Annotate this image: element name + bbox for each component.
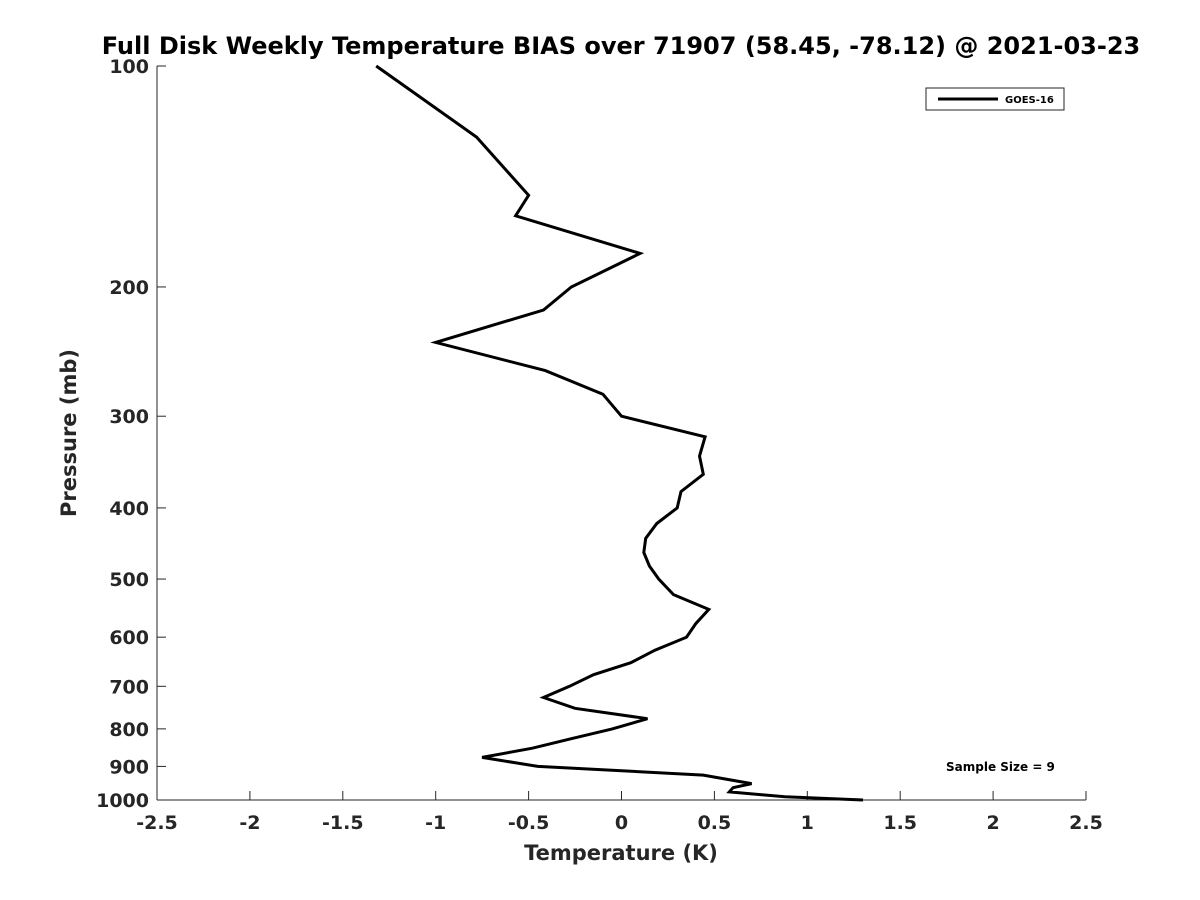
x-tick-label: -1 [425, 812, 446, 834]
y-tick-label: 200 [109, 277, 149, 299]
x-tick-label: 1 [801, 812, 814, 834]
x-tick-label: -0.5 [508, 812, 550, 834]
y-tick-label: 800 [109, 719, 149, 741]
series-layer [375, 64, 864, 802]
x-ticks: -2.5 -2 -1.5 -1 -0.5 0 0.5 1 1.5 2 2.5 [136, 791, 1103, 834]
y-tick-label: 400 [109, 498, 149, 520]
y-tick-label: 700 [109, 676, 149, 698]
legend: GOES-16 [925, 87, 1065, 111]
sample-size-annotation: Sample Size = 9 [946, 760, 1055, 774]
x-tick-label: 0 [615, 812, 628, 834]
y-axis-label: Pressure (mb) [57, 349, 81, 517]
x-tick-label: 1.5 [883, 812, 917, 834]
legend-label: GOES-16 [1005, 95, 1054, 106]
x-tick-label: 0.5 [698, 812, 732, 834]
y-tick-label: 600 [109, 627, 149, 649]
x-tick-label: -1.5 [322, 812, 364, 834]
x-tick-label: -2.5 [136, 812, 178, 834]
y-tick-label: 300 [109, 406, 149, 428]
y-ticks: 100 200 300 400 500 600 700 800 900 1000 [96, 56, 166, 812]
y-tick-label: 500 [109, 569, 149, 591]
x-axis-label: Temperature (K) [524, 841, 718, 865]
x-tick-label: 2.5 [1069, 812, 1103, 834]
y-tick-label: 900 [109, 756, 149, 778]
chart-title: Full Disk Weekly Temperature BIAS over 7… [102, 32, 1141, 60]
x-tick-label: -2 [239, 812, 260, 834]
y-tick-label: 1000 [96, 790, 149, 812]
x-tick-label: 2 [986, 812, 999, 834]
axes [156, 66, 1086, 801]
series-line-goes-16 [375, 64, 864, 802]
y-tick-label: 100 [109, 56, 149, 78]
